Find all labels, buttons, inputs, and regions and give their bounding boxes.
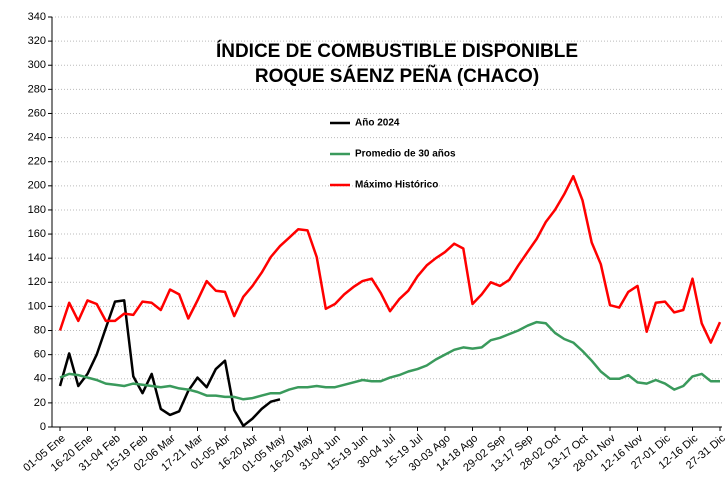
y-tick-label: 140 [28,252,46,264]
y-tick-label: 200 [28,180,46,192]
y-tick-label: 0 [40,421,46,433]
series-line [58,174,722,344]
y-tick-label: 100 [28,300,46,312]
y-tick-label: 80 [34,324,46,336]
y-tick-label: 280 [28,83,46,95]
y-tick-label: 160 [28,228,46,240]
y-tick-label: 220 [28,156,46,168]
legend-label: Año 2024 [355,118,400,129]
y-tick-label: 260 [28,107,46,119]
series-line [58,299,281,428]
chart-title: ROQUE SÁENZ PEÑA (CHACO) [255,65,539,87]
y-tick-label: 300 [28,59,46,71]
y-tick-label: 120 [28,276,46,288]
y-tick-label: 20 [34,397,46,409]
chart-title: ÍNDICE DE COMBUSTIBLE DISPONIBLE [216,40,578,62]
y-tick-label: 40 [34,373,46,385]
y-tick-label: 180 [28,204,46,216]
y-tick-label: 320 [28,35,46,47]
y-tick-label: 340 [28,11,46,23]
legend-label: Promedio de 30 años [355,149,456,160]
y-tick-label: 240 [28,131,46,143]
y-tick-label: 60 [34,349,46,361]
series-line [59,320,720,401]
legend-label: Máximo Histórico [355,180,438,191]
